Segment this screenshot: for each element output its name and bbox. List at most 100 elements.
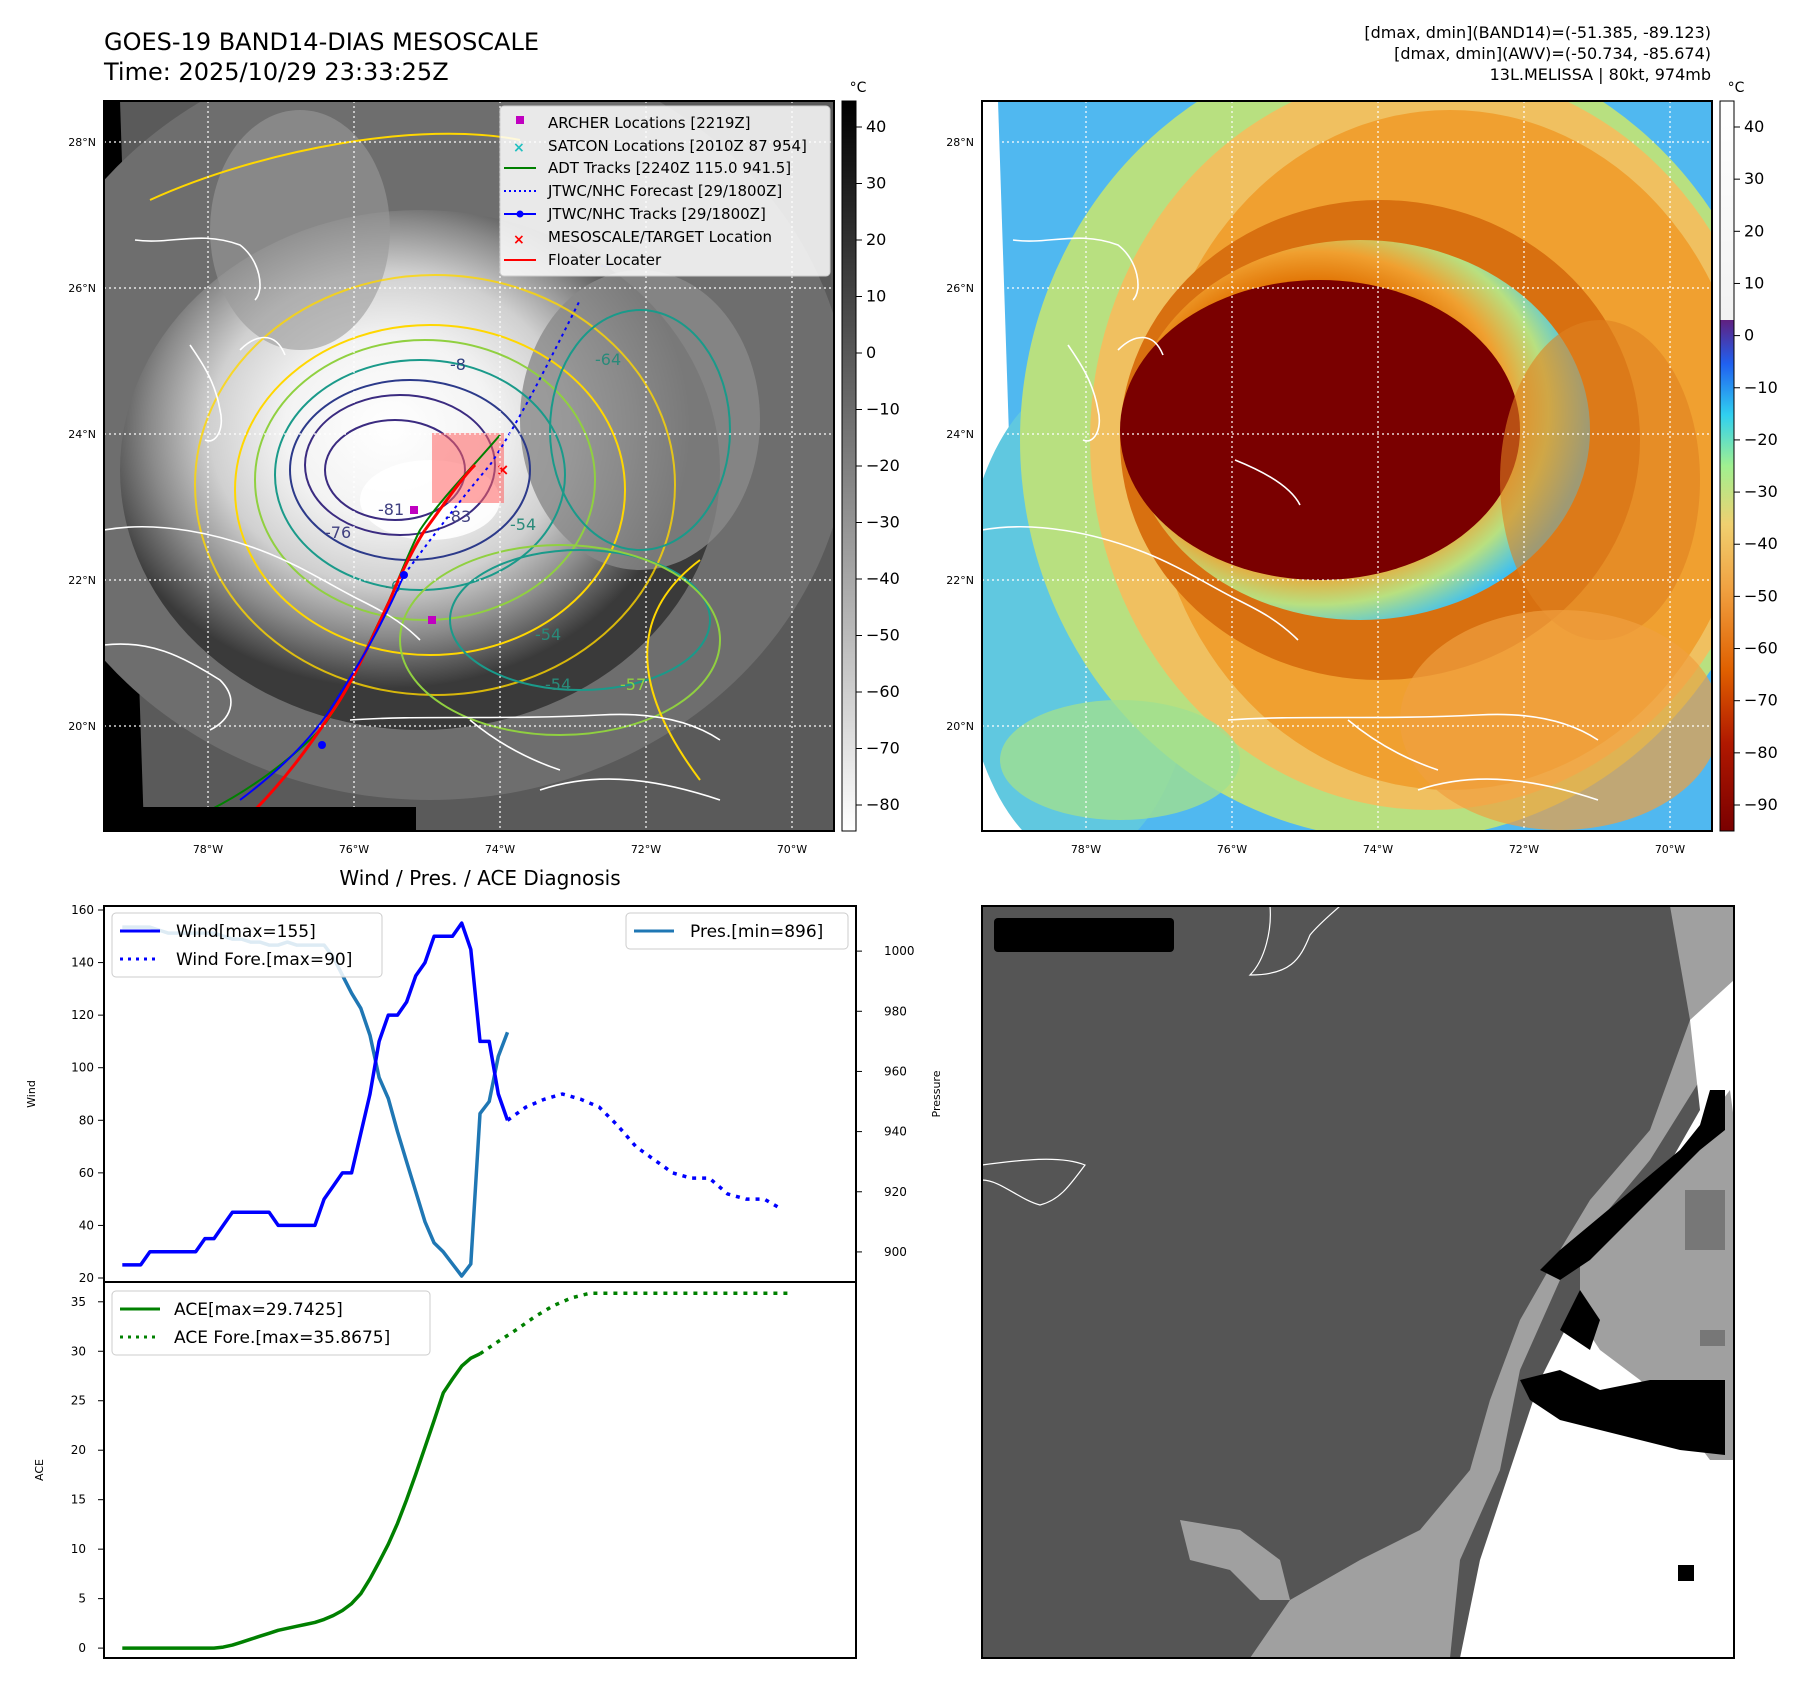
copyright-text: Copyright © 2020-2025 Dapiya xyxy=(110,810,389,829)
ace-legend: ACE[max=29.7425] ACE Fore.[max=35.8675] xyxy=(111,1290,431,1356)
wmg-black-cell xyxy=(1678,1565,1694,1581)
ir-colorbar: °C 40 30 20 10 0 −10 −20 −30 −40 −50 −60 −70 −80 xyxy=(841,80,900,832)
lon-label: 78°W xyxy=(193,843,223,856)
colorbar-tick-label: 20 xyxy=(866,230,886,249)
legend-adt: ADT Tracks [2240Z 115.0 941.5] xyxy=(548,159,791,177)
figure-title-line2: Time: 2025/10/29 23:33:25Z xyxy=(103,58,449,86)
colorbar-tick-label: −50 xyxy=(1744,586,1778,605)
info-dmax-awv: [dmax, dmin](AWV)=(-50.734, -85.674) xyxy=(1394,44,1711,63)
lon-label: 70°W xyxy=(1655,843,1685,856)
lat-label: 22°N xyxy=(68,574,96,587)
colorbar-tick-label: 30 xyxy=(1744,169,1764,188)
archer-marker xyxy=(428,616,436,624)
jtwc-track xyxy=(239,574,405,801)
lon-label: 76°W xyxy=(339,843,369,856)
color-ir-map-panel xyxy=(982,101,1712,831)
wind-y-tick-label: 40 xyxy=(79,1218,94,1232)
ace-y-tick-label: 0 xyxy=(78,1641,86,1655)
pressure-y-tick-label: 920 xyxy=(884,1185,907,1199)
lon-label: 72°W xyxy=(631,843,661,856)
colorbar-tick-label: 40 xyxy=(1744,117,1764,136)
colorbar-tick-label: −10 xyxy=(1744,378,1778,397)
colorbar-tick-label: −10 xyxy=(866,400,900,419)
ace-y-tick-label: 25 xyxy=(71,1394,86,1408)
figure-title-line1: GOES-19 BAND14-DIAS MESOSCALE xyxy=(104,28,539,56)
colorbar-tick-label: −80 xyxy=(866,795,900,814)
contour-label: -8 xyxy=(450,355,466,374)
colorbar-tick-label: 40 xyxy=(866,117,886,136)
lat-label: 20°N xyxy=(946,720,974,733)
pressure-axis-label: Pressure xyxy=(930,1070,943,1117)
temperature-contours xyxy=(149,132,731,781)
ace-y-tick-label: 15 xyxy=(71,1493,86,1507)
ace-axis-label: ACE xyxy=(33,1459,46,1481)
colorbar-tick-label: 30 xyxy=(866,174,886,193)
wmg-count-badge xyxy=(994,918,1174,952)
right-map-lat-labels: 28°N 26°N 24°N 22°N 20°N xyxy=(946,136,974,733)
lon-label: 70°W xyxy=(777,843,807,856)
pressure-legend: Pres.[min=896] xyxy=(625,912,849,950)
contour-label: -64 xyxy=(595,350,621,369)
colorbar-tick-label: 20 xyxy=(1744,221,1764,240)
colorbar-unit: °C xyxy=(850,80,867,96)
lon-label: 74°W xyxy=(1363,843,1393,856)
lat-label: 22°N xyxy=(946,574,974,587)
diagnosis-title: Wind / Pres. / ACE Diagnosis xyxy=(339,866,620,890)
lon-label: 78°W xyxy=(1071,843,1101,856)
contour-label: -83 xyxy=(445,507,471,526)
lat-label: 24°N xyxy=(68,428,96,441)
legend-ace: ACE[max=29.7425] xyxy=(174,1300,343,1320)
wind-y-tick-label: 100 xyxy=(71,1061,94,1075)
lon-label: 72°W xyxy=(1509,843,1539,856)
contour-label: -54 xyxy=(535,625,561,644)
lat-label: 28°N xyxy=(946,136,974,149)
map-legend: ARCHER Locations [2219Z] × SATCON Locati… xyxy=(499,105,831,277)
wind-y-tick-label: 160 xyxy=(71,903,94,917)
colorbar-tick-label: −30 xyxy=(866,513,900,532)
contour-label: -54 xyxy=(545,675,571,694)
right-map-lon-labels: 78°W 76°W 74°W 72°W 70°W xyxy=(1071,843,1685,856)
wmg-count-text: WMG Count: 0 xyxy=(1002,923,1163,947)
ace-y-tick-label: 30 xyxy=(71,1344,86,1358)
colorbar-tick-label: −50 xyxy=(866,626,900,645)
wind-y-tick-label: 140 xyxy=(71,956,94,970)
wind-y-tick-label: 60 xyxy=(79,1166,94,1180)
color-colorbar: °C 40 30 20 10 0 −10 −20 −30 −40 −50 −60 −70 −80 −90 xyxy=(1719,80,1778,832)
legend-wind: Wind[max=155] xyxy=(176,922,316,942)
archer-marker xyxy=(410,506,418,514)
wmg-panel: WMG Count: 0 xyxy=(981,905,1735,1659)
wind-series-line xyxy=(122,921,510,1267)
legend-tracks: JTWC/NHC Tracks [29/1800Z] xyxy=(547,205,766,223)
wind-y-tick-label: 20 xyxy=(79,1271,94,1285)
colorbar-tick-label: −20 xyxy=(1744,430,1778,449)
colorbar-tick-label: −60 xyxy=(1744,639,1778,658)
wind-y-tick-label: 120 xyxy=(71,1008,94,1022)
colorbar-tick-label: −20 xyxy=(866,456,900,475)
lat-label: 26°N xyxy=(68,282,96,295)
floater-track xyxy=(248,529,427,817)
ace-y-tick-label: 5 xyxy=(78,1592,86,1606)
pressure-y-tick-label: 1000 xyxy=(884,944,915,958)
left-map-lat-labels: 28°N 26°N 24°N 22°N 20°N xyxy=(68,136,96,733)
lat-label: 20°N xyxy=(68,720,96,733)
wind-legend: Wind[max=155] Wind Fore.[max=90] xyxy=(111,912,383,978)
contour-label: -81 xyxy=(378,500,404,519)
contour-label: -54 xyxy=(510,515,536,534)
colorbar-tick-label: 0 xyxy=(866,343,876,362)
legend-target: MESOSCALE/TARGET Location xyxy=(548,228,772,246)
legend-pressure: Pres.[min=896] xyxy=(690,922,823,942)
colorbar-unit: °C xyxy=(1728,80,1745,96)
ace-forecast-series-line xyxy=(479,1291,792,1356)
coastlines xyxy=(104,237,721,801)
lon-label: 76°W xyxy=(1217,843,1247,856)
copyright-badge xyxy=(104,807,416,831)
wind-forecast-series-line xyxy=(506,1092,784,1212)
ace-series-line xyxy=(122,1352,481,1650)
colorbar-tick-label: 0 xyxy=(1744,326,1754,345)
pressure-y-tick-label: 960 xyxy=(884,1064,907,1078)
lon-label: 74°W xyxy=(485,843,515,856)
lat-label: 24°N xyxy=(946,428,974,441)
legend-floater: Floater Locater xyxy=(548,251,662,269)
target-marker: × xyxy=(496,460,509,479)
